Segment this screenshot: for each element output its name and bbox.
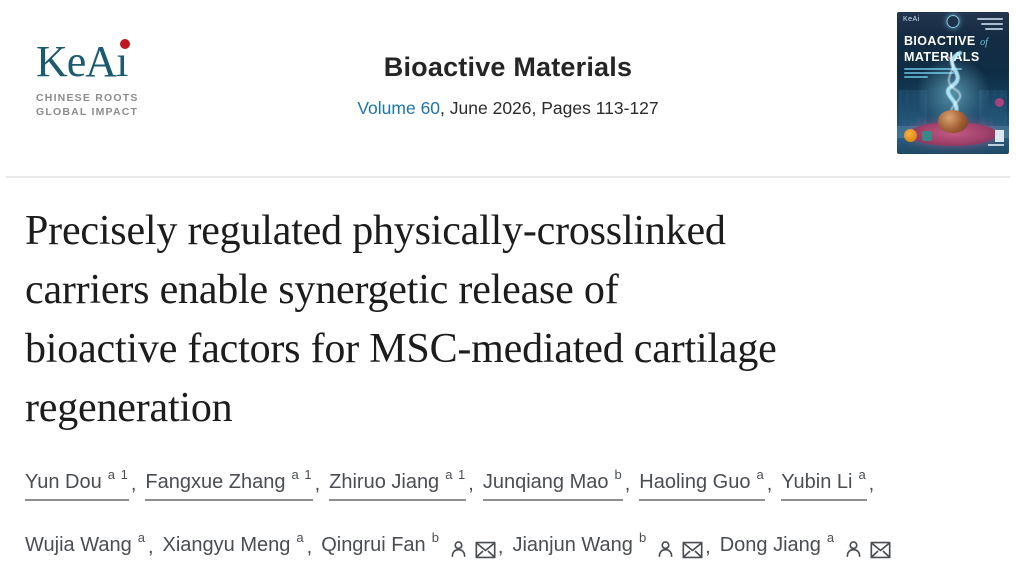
author-name: Jianjun Wang (512, 534, 633, 556)
author-affiliation-superscript: a 1 (107, 467, 129, 482)
keai-logo-tagline: CHINESE ROOTS GLOBAL IMPACT (36, 91, 139, 119)
envelope-icon[interactable] (475, 541, 496, 559)
author-link[interactable]: Wujia Wang a (25, 530, 146, 562)
author-list: Yun Dou a 1, Fangxue Zhang a 1, Zhiruo Jiang… (25, 467, 1005, 562)
cover-magenta-dot-icon (995, 98, 1004, 107)
author-separator: , (130, 473, 137, 495)
journal-issue-line: Volume 60, June 2026, Pages 113-127 (357, 98, 658, 119)
author-separator: , (314, 473, 321, 495)
author-link[interactable]: Haoling Guo a (639, 467, 765, 501)
keai-publisher-logo[interactable]: KeAı CHINESE ROOTS GLOBAL IMPACT (36, 37, 139, 119)
author-separator: , (306, 536, 313, 558)
author-link[interactable]: Qingrui Fan b (321, 530, 496, 562)
volume-link[interactable]: Volume 60 (357, 98, 441, 118)
keai-tagline-line2: GLOBAL IMPACT (36, 106, 139, 118)
keai-logo-red-dot-icon (120, 39, 131, 49)
author-name: Dong Jiang (719, 534, 821, 556)
person-icon[interactable] (449, 539, 468, 559)
author-link[interactable]: Yubin Li a (781, 467, 867, 501)
cover-meta-line (977, 18, 1003, 20)
envelope-icon[interactable] (870, 541, 891, 559)
cover-publisher-text: KeAi (903, 16, 920, 23)
author-affiliation-superscript: a (826, 530, 836, 545)
author-separator: , (497, 536, 504, 558)
author-separator: , (468, 473, 474, 495)
author-name: Junqiang Mao (482, 471, 609, 493)
author-separator: , (766, 473, 773, 495)
author-name: Zhiruo Jiang (329, 471, 440, 493)
author-link[interactable]: Junqiang Mao b (482, 467, 623, 501)
author-affiliation-superscript: a 1 (445, 467, 467, 482)
author-separator: , (868, 473, 875, 495)
author-name: Qingrui Fan (321, 534, 426, 556)
author-affiliation-superscript: a (296, 530, 305, 545)
author-affiliation-superscript: b (614, 467, 623, 482)
article-title-line: regeneration (25, 385, 233, 431)
keai-tagline-line1: CHINESE ROOTS (36, 92, 139, 104)
journal-cover-thumbnail[interactable]: KeAi BIOACTIVE of MATERIALS (897, 12, 1009, 154)
article-title-line: Precisely regulated physically-crosslink… (25, 208, 726, 254)
cover-meta-line (981, 23, 1003, 25)
journal-title-link[interactable]: Bioactive Materials (383, 52, 633, 82)
author-link[interactable]: Yun Dou a 1 (25, 467, 129, 501)
envelope-icon[interactable] (682, 541, 703, 559)
author-affiliation-superscript: a (137, 530, 146, 545)
author-name: Xiangyu Meng (162, 534, 291, 556)
keai-logo-wordmark: KeAı (36, 37, 131, 86)
cover-teal-badge-icon (922, 131, 932, 141)
author-affiliation-superscript: b (431, 530, 440, 545)
person-icon[interactable] (656, 539, 675, 559)
article-title-line: carriers enable synergetic release of (25, 267, 619, 313)
author-separator: , (147, 536, 154, 558)
cover-bottom-right-logo (995, 130, 1004, 142)
author-name: Wujia Wang (25, 534, 132, 556)
cover-masthead-of: of (980, 37, 988, 48)
cover-meta-line (985, 28, 1003, 30)
author-link[interactable]: Jianjun Wang b (512, 530, 703, 562)
header-divider (6, 176, 1010, 178)
author-name: Haoling Guo (639, 471, 751, 493)
person-icon[interactable] (844, 539, 863, 559)
cover-bottom-right-logo-line (988, 144, 1004, 146)
cover-organoid (938, 110, 968, 133)
author-affiliation-superscript: a (756, 467, 765, 482)
article-title: Precisely regulated physically-crosslink… (25, 202, 1005, 438)
author-affiliation-superscript: a (858, 467, 867, 482)
author-link[interactable]: Zhiruo Jiang a 1 (329, 467, 467, 501)
author-name: Fangxue Zhang (145, 471, 286, 493)
author-affiliation-superscript: b (638, 530, 648, 545)
cover-emblem-icon (946, 15, 960, 28)
author-name: Yubin Li (781, 471, 853, 493)
keai-logo-text: KeA (36, 37, 117, 86)
cover-swirl-icon (945, 51, 962, 118)
author-link[interactable]: Xiangyu Meng a (162, 530, 305, 562)
author-name: Yun Dou (25, 471, 102, 493)
article-title-line: bioactive factors for MSC-mediated carti… (25, 326, 777, 372)
cover-orange-badge-icon (904, 129, 917, 142)
cover-masthead-line1: BIOACTIVE (904, 34, 976, 48)
author-affiliation-superscript: a 1 (291, 467, 313, 482)
author-separator: , (705, 536, 711, 558)
journal-banner: Bioactive Materials Volume 60, June 2026… (357, 52, 658, 119)
author-link[interactable]: Fangxue Zhang a 1 (145, 467, 313, 501)
issue-pages-text: , June 2026, Pages 113-127 (440, 98, 659, 118)
author-link[interactable]: Dong Jiang a (719, 530, 891, 562)
author-separator: , (624, 473, 631, 495)
